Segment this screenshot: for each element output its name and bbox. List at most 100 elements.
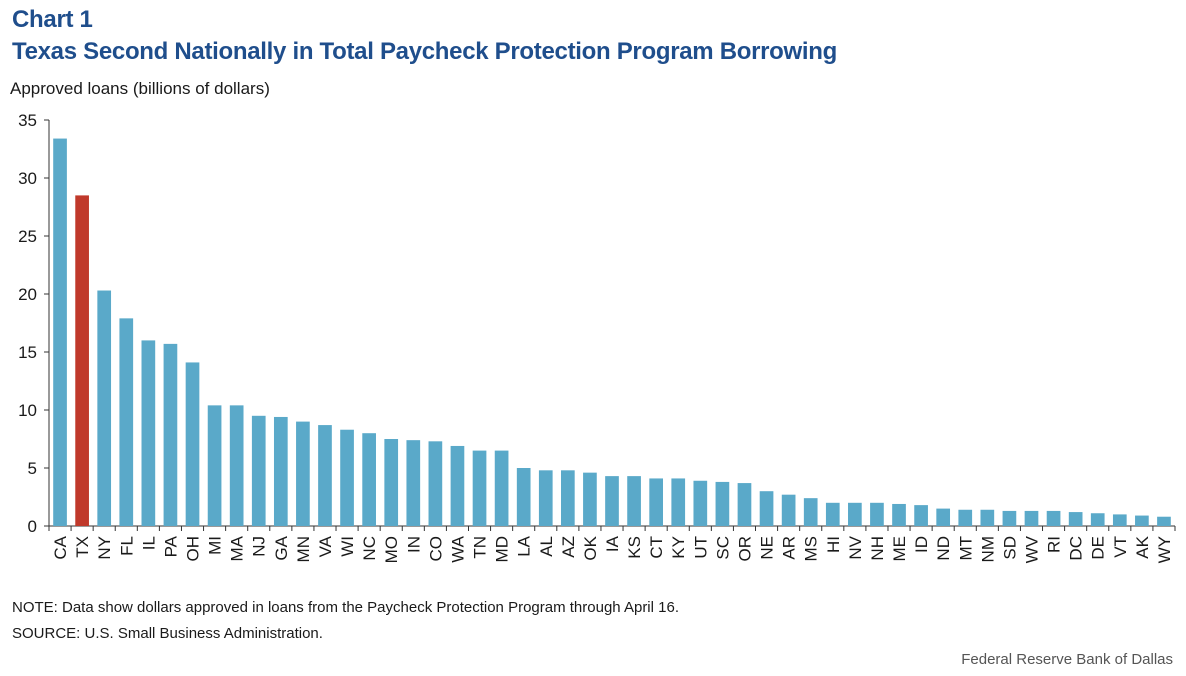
bar-mi xyxy=(207,405,222,526)
bar-wi xyxy=(340,429,354,526)
x-tick-label: NH xyxy=(868,536,887,561)
bar-de xyxy=(1090,513,1105,526)
bar-fl xyxy=(119,318,134,526)
x-tick-label: NJ xyxy=(250,536,269,557)
bar-ok xyxy=(583,472,597,526)
x-tick-label: MT xyxy=(956,536,975,561)
x-tick-label: KY xyxy=(669,536,688,559)
bar-nh xyxy=(870,502,884,526)
x-tick-label: MS xyxy=(802,536,821,562)
x-tick-label: WV xyxy=(1022,535,1041,563)
x-tick-label: TN xyxy=(471,536,490,559)
bar-co xyxy=(428,441,443,526)
bar-ar xyxy=(781,494,796,526)
y-tick-label: 5 xyxy=(28,459,37,478)
x-tick-label: NV xyxy=(846,535,865,559)
bar-nj xyxy=(251,415,266,526)
x-tick-label: OK xyxy=(581,535,600,560)
x-tick-label: AL xyxy=(537,536,556,557)
x-tick-label: ND xyxy=(934,536,953,561)
x-tick-label: DE xyxy=(1089,536,1108,560)
y-tick-label: 15 xyxy=(18,343,37,362)
x-tick-label: SC xyxy=(713,536,732,560)
y-tick-label: 10 xyxy=(18,401,37,420)
bar-vt xyxy=(1112,514,1127,526)
x-tick-label: ME xyxy=(890,536,909,562)
bar-ne xyxy=(759,491,774,526)
bar-chart: 0 5 10 15 20 25 30 35 CA TX NY FL IL PA OH MI MA NJ GA MN VA… xyxy=(18,111,1176,563)
y-axis-label: Approved loans (billions of dollars) xyxy=(10,79,270,98)
x-tick-label: LA xyxy=(515,535,534,556)
bar-ma xyxy=(229,405,244,526)
bar-va xyxy=(318,425,332,526)
bar-ga xyxy=(273,416,288,526)
x-tick-label: NM xyxy=(978,536,997,562)
bar-ak xyxy=(1135,515,1149,526)
x-tick-label: FL xyxy=(117,536,136,556)
x-tick-label: VT xyxy=(1111,536,1130,558)
y-tick-label: 30 xyxy=(18,169,37,188)
bar-ms xyxy=(803,498,818,526)
bar-nm xyxy=(980,509,995,526)
x-tick-label: VA xyxy=(316,535,335,557)
bar-in xyxy=(406,440,421,526)
x-tick-label: MN xyxy=(294,536,313,562)
bar-or xyxy=(737,483,752,526)
bar-ks xyxy=(627,476,641,526)
bar-mn xyxy=(296,421,310,526)
bar-wa xyxy=(450,445,465,526)
x-tick-label: MO xyxy=(382,536,401,563)
chart-source: SOURCE: U.S. Small Business Administrati… xyxy=(12,625,323,642)
x-tick-label: AK xyxy=(1133,535,1152,558)
bar-ct xyxy=(649,478,664,526)
x-tick-label: IA xyxy=(603,535,622,552)
bar-az xyxy=(560,470,575,526)
bar-md xyxy=(494,450,509,526)
x-tick-label: WY xyxy=(1155,536,1174,563)
bar-ia xyxy=(605,476,619,526)
x-tick-label: CA xyxy=(51,535,70,559)
x-tick-label: MA xyxy=(228,535,247,561)
bar-me xyxy=(892,503,906,526)
x-tick-label: NY xyxy=(95,536,114,560)
x-tick-label: WA xyxy=(448,535,467,562)
x-tick-label: RI xyxy=(1045,536,1064,553)
x-tick-label: IN xyxy=(404,536,423,553)
x-tick-label: MD xyxy=(493,536,512,562)
bar-tx xyxy=(75,195,89,526)
bar-sc xyxy=(715,481,730,526)
bar-ut xyxy=(693,480,708,526)
x-tick-label: KS xyxy=(625,536,644,559)
chart-credit: Federal Reserve Bank of Dallas xyxy=(961,651,1173,668)
bar-ky xyxy=(671,478,686,526)
bar-oh xyxy=(185,362,200,526)
x-tick-label: OR xyxy=(735,536,754,562)
y-tick-label: 20 xyxy=(18,285,37,304)
bar-la xyxy=(516,468,531,526)
x-tick-label: WI xyxy=(338,536,357,557)
x-tick-label: OH xyxy=(184,536,203,562)
bar-dc xyxy=(1068,512,1083,526)
x-tick-label: GA xyxy=(272,535,291,560)
chart-note: NOTE: Data show dollars approved in loan… xyxy=(12,599,679,616)
x-tick-label: CT xyxy=(647,536,666,559)
bar-al xyxy=(538,470,553,526)
x-tick-label: AZ xyxy=(559,536,578,558)
x-tick-label: NC xyxy=(360,536,379,561)
bar-wv xyxy=(1024,510,1039,526)
x-tick-label: NE xyxy=(758,536,777,560)
bar-nd xyxy=(936,508,951,526)
bar-nc xyxy=(362,433,376,526)
chart-number: Chart 1 xyxy=(12,6,93,33)
bar-sd xyxy=(1002,510,1017,526)
bar-tn xyxy=(472,450,487,526)
y-tick-label: 25 xyxy=(18,227,37,246)
bar-id xyxy=(914,505,928,526)
x-tick-label: SD xyxy=(1000,536,1019,560)
bar-il xyxy=(141,340,156,526)
bar-mt xyxy=(958,509,973,526)
bar-pa xyxy=(163,343,178,526)
bar-ny xyxy=(97,290,112,526)
x-tick-label: IL xyxy=(139,536,158,550)
y-tick-label: 35 xyxy=(18,111,37,130)
